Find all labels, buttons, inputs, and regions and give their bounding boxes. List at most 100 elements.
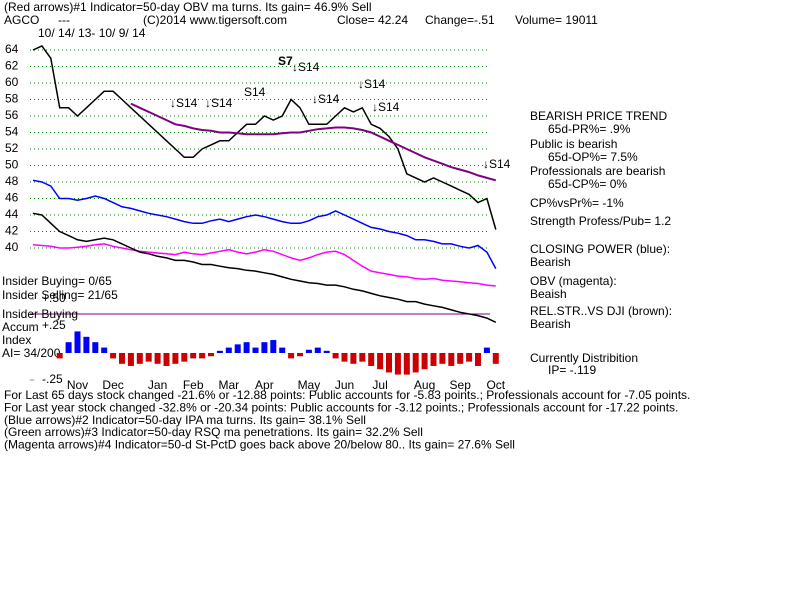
side-note: BEARISH PRICE TREND	[530, 109, 667, 123]
header-text: ---	[58, 13, 70, 27]
insider-note: Insider Buying= 0/65	[2, 274, 112, 288]
ai-bar	[350, 353, 357, 364]
side-note: REL.STR..VS DJI (brown):	[530, 304, 672, 318]
signal-label: ↓S14	[483, 157, 511, 171]
insider-note: Accum	[2, 320, 39, 334]
x-tick-label: Mar	[218, 378, 239, 392]
ai-bar	[279, 347, 286, 353]
signal-label: ↓S14	[372, 100, 400, 114]
ai-bar	[101, 347, 108, 353]
y-tick-label: 42	[5, 224, 19, 238]
side-note: OBV (magenta):	[530, 274, 617, 288]
x-tick-label: Jun	[335, 378, 354, 392]
ai-bar	[466, 353, 473, 362]
ai-bar	[243, 342, 250, 353]
ai-bar	[457, 353, 464, 364]
side-note: CLOSING POWER (blue):	[530, 242, 670, 256]
side-note: Strength Profess/Pub= 1.2	[530, 214, 671, 228]
signal-label: S7	[278, 54, 293, 68]
ai-bar	[261, 342, 268, 353]
insider-note: Insider Buying	[2, 307, 78, 321]
y-tick-label: 48	[5, 174, 19, 188]
footer-line: (Blue arrows)#2 Indicator=50-day IPA ma …	[4, 413, 366, 427]
side-note: Public is bearish	[530, 137, 617, 151]
ai-bar	[412, 353, 419, 373]
ai-bar	[403, 353, 410, 375]
footer-line: For Last year stock changed -32.8% or -2…	[4, 400, 678, 414]
side-note: Beaish	[530, 287, 567, 301]
signal-label: ↓S14	[358, 77, 386, 91]
ai-bar	[305, 349, 312, 353]
x-tick-label: Jul	[372, 378, 387, 392]
ai-bar	[368, 353, 375, 366]
signal-label: ↓S14	[205, 96, 233, 110]
ai-bar	[74, 331, 81, 353]
ai-bar	[314, 347, 321, 353]
ai-bar	[145, 353, 152, 362]
ai-bar	[154, 353, 161, 364]
y-tick-label: 54	[5, 125, 19, 139]
ai-bar	[252, 347, 259, 353]
ai-bar	[208, 353, 214, 357]
side-note: CP%vsPr%= -1%	[530, 196, 624, 210]
ai-bar	[483, 347, 490, 353]
ai-bar	[332, 353, 339, 359]
ai-bar	[377, 353, 384, 370]
ai-bar	[172, 353, 179, 364]
ai-bar	[83, 336, 90, 353]
ai-bar	[439, 353, 446, 364]
ai-bar	[430, 353, 437, 366]
ai-bar	[234, 344, 241, 353]
y-tick-label: 56	[5, 108, 19, 122]
signal-label: ↓S14	[292, 60, 320, 74]
header-text: (C)2014 www.tigersoft.com	[143, 13, 287, 27]
side-note: Professionals are bearish	[530, 164, 665, 178]
ai-bar	[394, 353, 401, 375]
ai-bar	[110, 353, 117, 359]
ai-bar	[127, 353, 134, 366]
ai-bar	[65, 342, 72, 353]
footer-line: (Magenta arrows)#4 Indicator=50-d St-Pct…	[4, 437, 515, 451]
ai-tick-label: +.25	[42, 318, 66, 332]
ai-tick-label: +.50	[42, 291, 66, 305]
date-range: 10/ 14/ 13- 10/ 9/ 14	[38, 26, 146, 40]
y-tick-label: 52	[5, 141, 19, 155]
side-note: 65d-CP%= 0%	[548, 177, 627, 191]
y-tick-label: 58	[5, 92, 19, 106]
footer-line: (Green arrows)#3 Indicator=50-day RSQ ma…	[4, 425, 423, 439]
ai-bar	[136, 353, 143, 364]
ai-bar	[199, 353, 206, 359]
ai-bar	[359, 353, 366, 362]
ai-bar	[190, 353, 197, 359]
side-note: 65d-PR%= .9%	[548, 122, 631, 136]
ai-tick-label: -.25	[42, 372, 63, 386]
header-text: Change=-.51	[425, 13, 495, 27]
signal-label: S14	[244, 85, 266, 99]
side-note: IP= -.119	[548, 363, 596, 377]
x-tick-label: Oct	[486, 378, 505, 392]
signal-label: ↓S14	[312, 92, 340, 106]
insider-note: AI= 34/200	[2, 346, 61, 360]
ai-bar	[448, 353, 455, 366]
y-tick-label: 50	[5, 158, 19, 172]
side-note: Bearish	[530, 255, 571, 269]
signal-label: ↓S14	[170, 96, 198, 110]
ai-bar	[163, 353, 170, 366]
ai-bar	[119, 353, 125, 364]
ai-bar	[216, 350, 223, 353]
y-tick-label: 60	[5, 75, 19, 89]
ai-bar	[341, 353, 348, 362]
series-line	[32, 44, 497, 230]
x-tick-label: Feb	[183, 378, 204, 392]
ai-bar	[225, 347, 232, 353]
y-tick-label: 44	[5, 207, 19, 221]
ai-bar	[288, 353, 295, 359]
ai-bar	[421, 353, 428, 370]
ai-bar	[386, 353, 392, 373]
x-tick-label: Dec	[102, 378, 123, 392]
header-text: (Red arrows)#1 Indicator=50-day OBV ma t…	[4, 0, 372, 14]
series-line	[32, 243, 496, 287]
series-line	[32, 179, 497, 269]
ai-bar	[92, 342, 99, 353]
